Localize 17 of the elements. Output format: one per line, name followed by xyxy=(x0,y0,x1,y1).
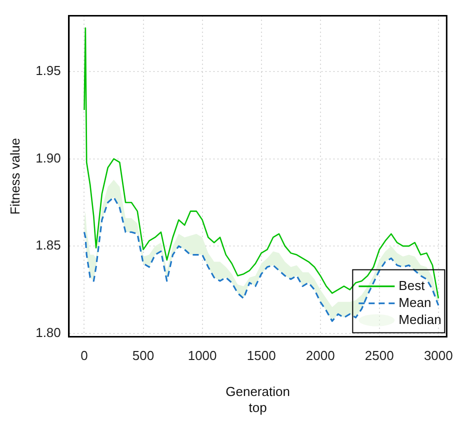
x-tick-label: 1500 xyxy=(246,348,276,364)
legend-label: Median xyxy=(398,312,442,327)
y-axis-title: Fitness value xyxy=(7,138,22,215)
text: top xyxy=(248,400,267,416)
y-tick-label: 1.90 xyxy=(36,150,61,166)
x-tick-label: 2500 xyxy=(364,348,394,364)
x-tick-label: 1000 xyxy=(188,348,217,364)
legend-label: Best xyxy=(398,278,426,293)
y-tick-label: 1.95 xyxy=(36,63,61,78)
x-tick-label: 3000 xyxy=(424,348,453,364)
x-axis-title: Generation xyxy=(226,384,290,399)
y-tick-label: 1.85 xyxy=(36,238,61,253)
y-tick-label: 1.80 xyxy=(36,324,61,340)
x-tick-label: 500 xyxy=(132,348,154,364)
legend-label: Mean xyxy=(398,294,432,310)
x-tick-label: 0 xyxy=(80,348,88,364)
x-tick-label: 2000 xyxy=(306,348,335,364)
